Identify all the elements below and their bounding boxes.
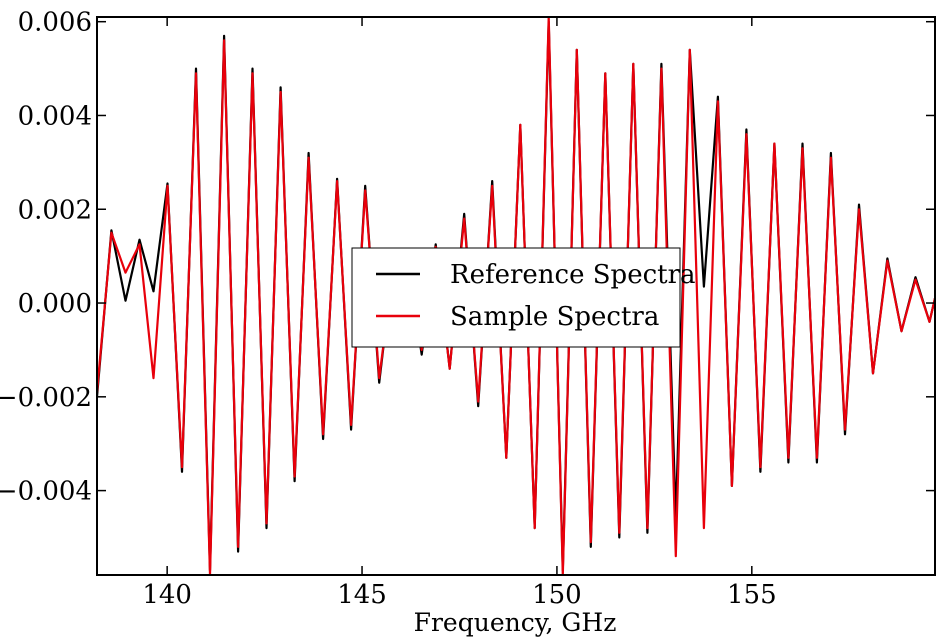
legend-label-sample: Sample Spectra [450,302,659,332]
legend: Reference Spectra Sample Spectra [351,247,696,348]
plot-frame [96,16,936,576]
axis-layer: 140 145 150 155 −0.004 −0.002 0.000 0.002 0.004 0… [0,8,936,610]
x-tick-label: 155 [727,580,777,610]
legend-label-reference: Reference Spectra [450,260,696,290]
y-tick-label: 0.000 [18,289,92,319]
y-tick-label: 0.004 [18,101,92,131]
legend-box [351,247,681,348]
x-axis-label: Frequency, GHz [414,608,617,637]
series-layer [97,17,935,575]
x-tick-label: 150 [532,580,582,610]
x-tick-label: 140 [142,580,192,610]
y-tick-label: −0.002 [0,383,92,413]
y-tick-label: −0.004 [0,477,92,507]
y-tick-label: 0.006 [18,8,92,38]
series-line-sample [97,17,935,575]
x-tick-label: 145 [337,580,387,610]
y-tick-label: 0.002 [18,195,92,225]
